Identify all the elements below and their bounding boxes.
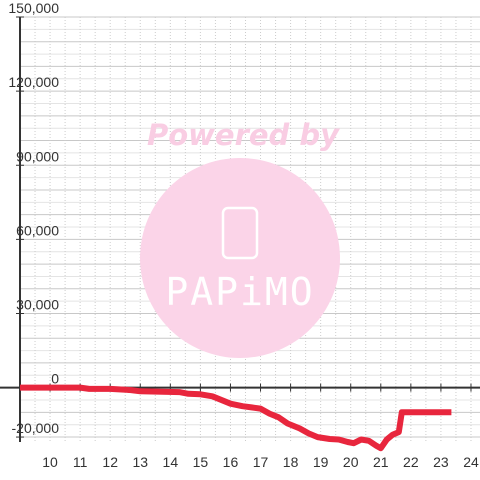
series-line <box>20 384 452 452</box>
y-tick-label: 90,000 <box>16 148 59 164</box>
x-tick-label: 12 <box>102 454 118 470</box>
x-tick-label: 15 <box>193 454 209 470</box>
x-tick-label: 16 <box>223 454 239 470</box>
watermark-powered-by-text: Powered by <box>147 118 340 152</box>
x-tick-label: 23 <box>433 454 449 470</box>
x-tick-label: 10 <box>42 454 58 470</box>
watermark: Powered by PAPiMO <box>140 118 340 358</box>
tick-labels: -20,000 0 30,000 60,000 90,000 120,000 150,000… <box>8 0 479 470</box>
series <box>20 384 452 452</box>
x-tick-label: 13 <box>132 454 148 470</box>
y-tick-label: 60,000 <box>16 222 59 238</box>
y-tick-label: 150,000 <box>8 0 59 16</box>
x-tick-label: 14 <box>163 454 179 470</box>
y-tick-label: 30,000 <box>16 297 59 313</box>
x-tick-label: 17 <box>253 454 269 470</box>
x-tick-label: 24 <box>463 454 479 470</box>
y-tick-label: 0 <box>51 371 59 387</box>
x-tick-label: 19 <box>313 454 329 470</box>
x-tick-label: 22 <box>403 454 419 470</box>
x-tick-label: 21 <box>373 454 389 470</box>
phone-icon <box>221 206 259 260</box>
watermark-brand-text: PAPiMO <box>165 270 314 314</box>
y-tick-label: -20,000 <box>12 420 60 436</box>
y-tick-label: 120,000 <box>8 74 59 90</box>
x-tick-label: 20 <box>343 454 359 470</box>
x-tick-label: 18 <box>283 454 299 470</box>
x-tick-label: 11 <box>73 454 88 470</box>
